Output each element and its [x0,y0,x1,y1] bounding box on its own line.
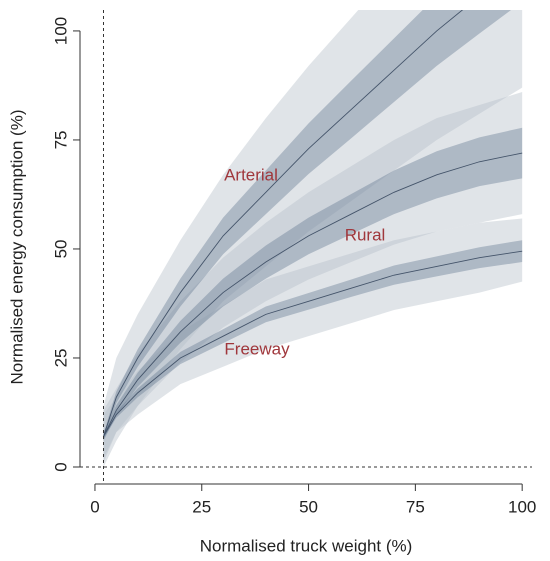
series-line [103,152,523,437]
y-axis-label: Normalised energy consumption (%) [7,110,26,385]
series-label: Freeway [224,339,290,358]
y-tick-label: 50 [51,240,70,259]
y-tick-label: 25 [51,349,70,368]
x-axis-label: Normalised truck weight (%) [200,536,413,555]
x-tick-label: 75 [406,497,425,516]
outer-band [103,10,523,467]
x-tick-label: 0 [90,497,99,516]
y-tick-label: 75 [51,130,70,149]
series-line [103,10,464,437]
y-tick-label: 0 [51,462,70,471]
series-line [103,250,523,437]
outer-band [103,91,523,463]
series-label: Rural [345,225,386,244]
y-tick-label: 100 [51,17,70,45]
inner-band [103,127,523,441]
x-tick-label: 25 [192,497,211,516]
series-label: Arterial [224,165,278,184]
plot-area [103,10,523,467]
inner-band [103,240,523,439]
x-tick-label: 50 [299,497,318,516]
x-tick-label: 100 [508,497,536,516]
outer-band [103,218,523,459]
